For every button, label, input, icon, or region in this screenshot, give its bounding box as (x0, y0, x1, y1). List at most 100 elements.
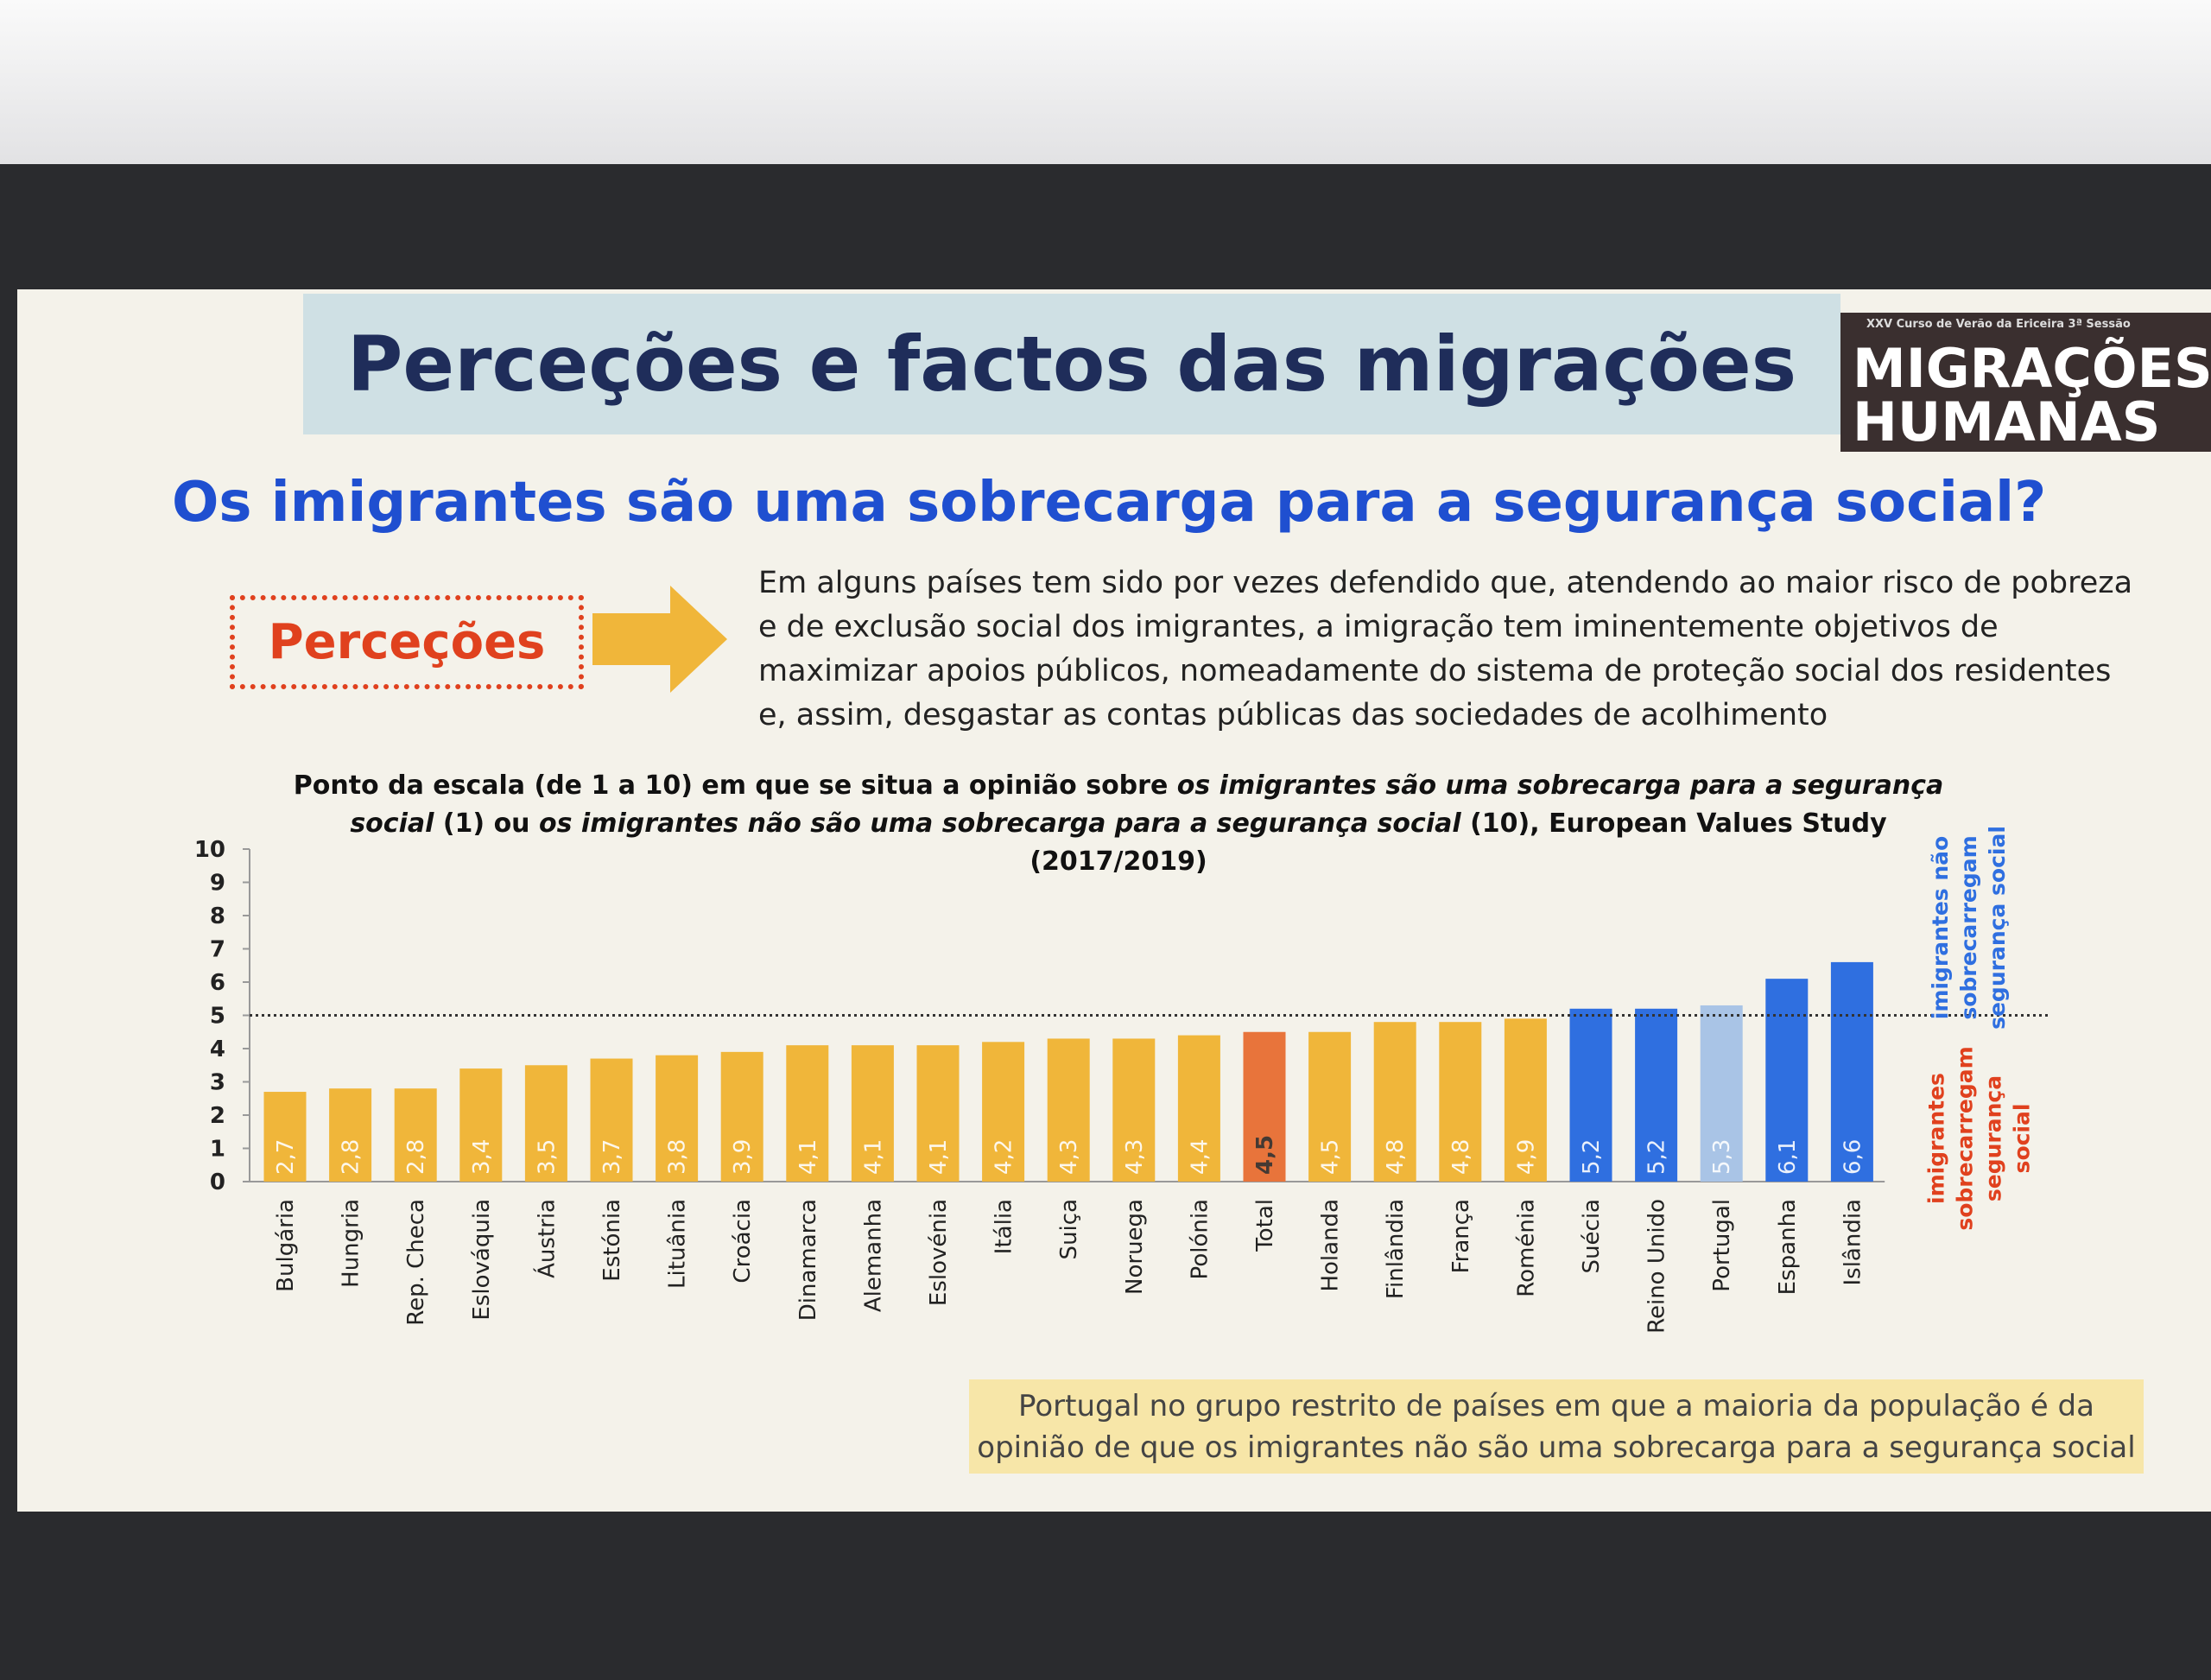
x-tick-label: Estónia (599, 1199, 625, 1282)
y-tick-label: 4 (210, 1037, 225, 1062)
y-tick-label: 3 (210, 1070, 225, 1096)
value-label: 4,2 (991, 1139, 1017, 1175)
value-label: 2,8 (339, 1139, 364, 1175)
x-tick-label: Suiça (1056, 1199, 1082, 1259)
y-tick-label: 5 (210, 1004, 225, 1030)
slide-title: Perceções e factos das migrações (346, 320, 1797, 409)
bar (1700, 1005, 1743, 1182)
value-label: 3,4 (469, 1139, 495, 1175)
x-tick-label: Hungria (339, 1199, 364, 1288)
bar (720, 1051, 763, 1182)
y-tick-label: 0 (210, 1170, 225, 1195)
value-label: 5,2 (1644, 1139, 1670, 1175)
x-tick-label: Áustria (532, 1199, 560, 1278)
bar (656, 1055, 699, 1182)
chart-title: Ponto da escala (de 1 a 10) em que se si… (259, 767, 1978, 881)
bar (1308, 1031, 1352, 1182)
note-line: Portugal no grupo restrito de países em … (1018, 1389, 2094, 1423)
bar (394, 1088, 437, 1182)
paragraph-line: e de exclusão social dos imigrantes, a i… (758, 610, 1999, 644)
title-part: Ponto da escala (de 1 a 10) em que se si… (293, 770, 1177, 801)
bar (1765, 979, 1809, 1182)
bar (1112, 1038, 1156, 1182)
bar (1177, 1035, 1220, 1182)
bar (329, 1088, 372, 1182)
x-tick-label: Portugal (1709, 1199, 1735, 1292)
bar (1439, 1022, 1482, 1182)
title-part: social (350, 808, 434, 839)
x-tick-label: Itália (991, 1199, 1017, 1254)
x-tick-label: Holanda (1318, 1199, 1344, 1292)
value-label: 4,3 (1056, 1139, 1082, 1175)
slide (17, 289, 2211, 1512)
value-label: 3,7 (599, 1139, 625, 1175)
bar (263, 1092, 307, 1182)
value-label: 4,8 (1383, 1139, 1409, 1175)
x-tick-label: Suécia (1579, 1199, 1605, 1273)
side-label: sobrecarregam (1956, 835, 1981, 1019)
bar (1243, 1031, 1286, 1182)
bar (1373, 1022, 1416, 1182)
value-label: 5,2 (1579, 1139, 1605, 1175)
logo-text: HUMANAS (1853, 390, 2161, 453)
bar (916, 1045, 960, 1182)
x-tick-label: Croácia (730, 1199, 756, 1284)
x-tick-label: França (1448, 1199, 1474, 1273)
logo-small: XXV Curso de Verão da Ericeira 3ª Sessão (1866, 318, 2131, 331)
paragraph-line: maximizar apoios públicos, nomeadamente … (758, 654, 2112, 688)
bar (1504, 1018, 1547, 1182)
side-label: imigrantes (1924, 1073, 1949, 1204)
bar (851, 1045, 894, 1182)
x-tick-label: Total (1252, 1199, 1278, 1252)
arrow (592, 586, 727, 693)
bar (1569, 1008, 1612, 1182)
side-label: sobrecarregam (1953, 1046, 1978, 1230)
paragraph-line: Em alguns países tem sido por vezes defe… (758, 566, 2133, 600)
y-tick-label: 6 (210, 970, 225, 996)
logo: XXV Curso de Verão da Ericeira 3ª Sessão… (1840, 313, 2211, 453)
x-tick-label: Noruega (1122, 1199, 1148, 1295)
side-label: imigrantes não (1928, 836, 1953, 1019)
paragraph-line: e, assim, desgastar as contas públicas d… (758, 698, 1828, 732)
x-tick-label: Islândia (1840, 1199, 1866, 1286)
title-part: (1) ou (434, 808, 539, 839)
x-tick-label: Dinamarca (795, 1199, 821, 1321)
side-label: social (2010, 1104, 2035, 1174)
value-label: 3,8 (665, 1139, 691, 1175)
side-label: segurança social (1985, 826, 2010, 1030)
value-label: 3,5 (534, 1139, 560, 1175)
perception-label: Perceções (230, 595, 584, 689)
value-label: 4,3 (1122, 1139, 1148, 1175)
value-label: 4,8 (1448, 1139, 1474, 1175)
value-label: 4,5 (1252, 1135, 1278, 1175)
bar (590, 1058, 633, 1182)
bar (982, 1042, 1025, 1182)
x-tick-label: Rep. Checa (403, 1199, 429, 1326)
value-label: 3,9 (730, 1139, 756, 1175)
x-tick-label: Eslováquia (469, 1199, 495, 1321)
note: Portugal no grupo restrito de países em … (969, 1379, 2144, 1474)
bar (786, 1045, 829, 1182)
note-line: opinião de que os imigrantes não são uma… (977, 1430, 2136, 1465)
value-label: 4,9 (1513, 1139, 1539, 1175)
side-label: segurança (1981, 1075, 2006, 1201)
logo-text: MIGRAÇÕES (1853, 337, 2211, 400)
value-label: 4,5 (1318, 1139, 1344, 1175)
x-tick-label: Reino Unido (1644, 1199, 1670, 1334)
x-tick-label: Bulgária (273, 1199, 299, 1292)
y-tick-label: 9 (210, 871, 225, 897)
value-label: 6,6 (1840, 1139, 1866, 1175)
bar (459, 1068, 503, 1182)
title-part: os imigrantes são uma sobrecarga para a … (1176, 770, 1944, 801)
bar (1830, 961, 1873, 1182)
y-tick-label: 10 (194, 837, 225, 863)
header-band (303, 294, 1840, 434)
x-tick-label: Polónia (1187, 1199, 1213, 1279)
y-tick-label: 7 (210, 937, 225, 963)
value-label: 4,4 (1187, 1139, 1213, 1175)
bar (1635, 1008, 1678, 1182)
value-label: 4,1 (795, 1139, 821, 1175)
y-tick-label: 8 (210, 903, 225, 929)
